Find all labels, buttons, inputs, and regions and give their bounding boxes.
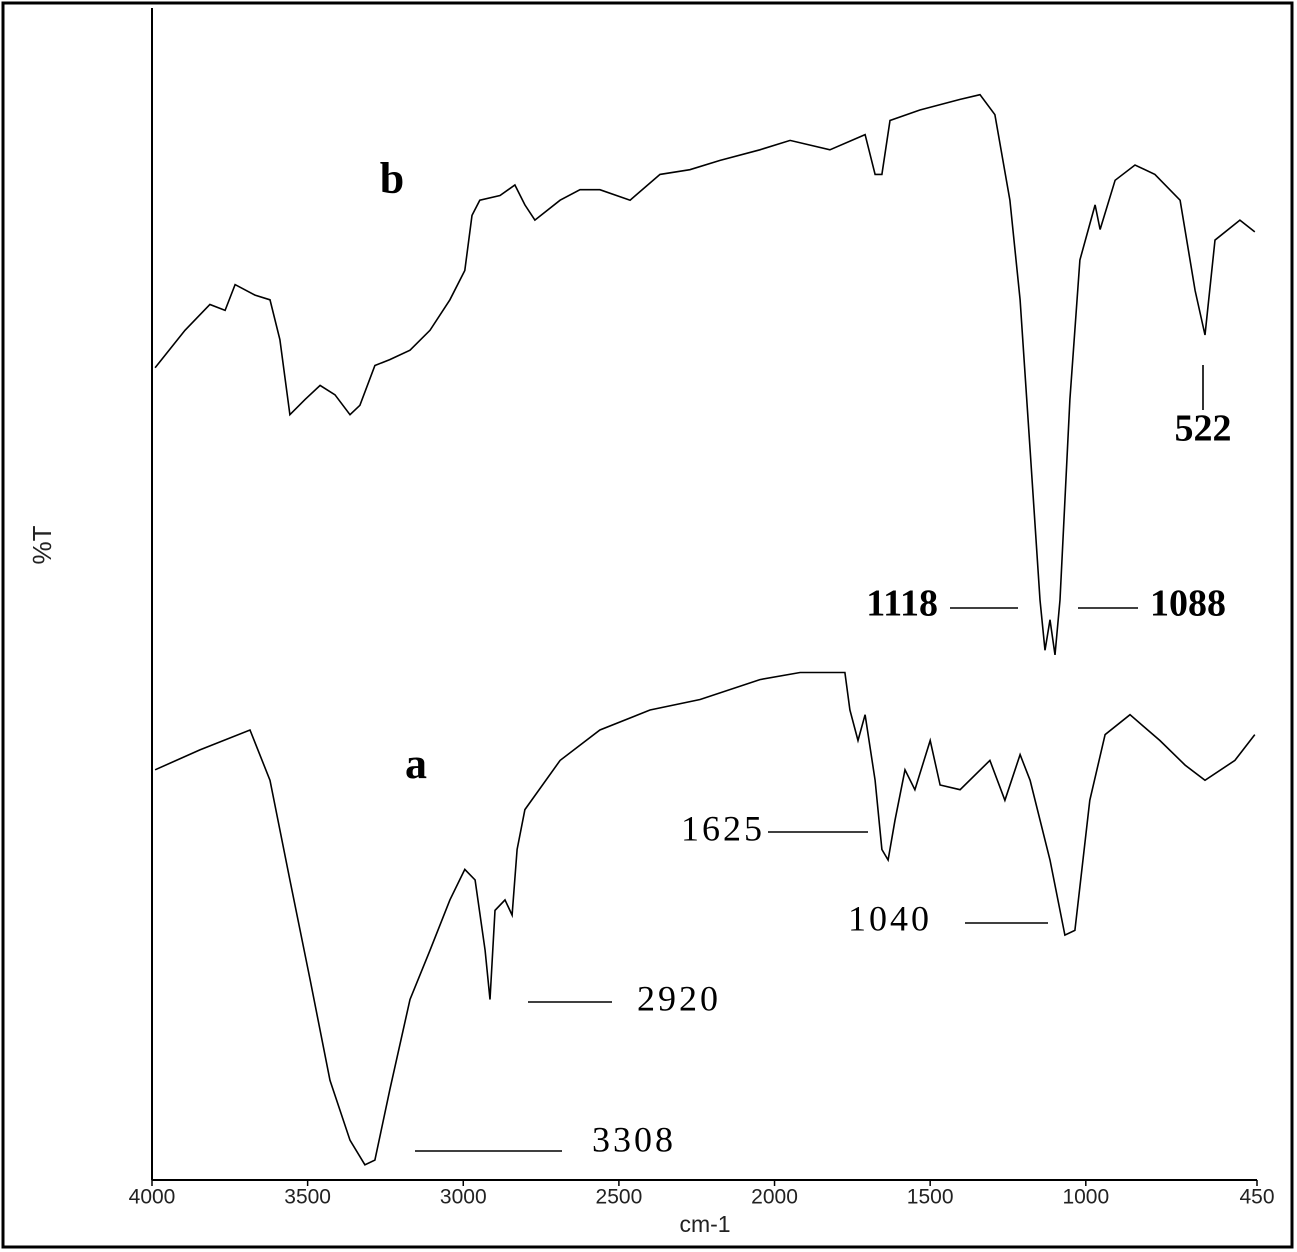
annotation: 1040 [848, 898, 932, 938]
x-axis-label: cm-1 [679, 1211, 730, 1237]
annotation: 2920 [637, 978, 721, 1018]
x-tick-label: 450 [1239, 1186, 1274, 1209]
x-tick-label: 3000 [440, 1186, 487, 1209]
x-tick-label: 2000 [751, 1186, 798, 1209]
series-label: a [405, 739, 427, 788]
series-label: b [380, 154, 404, 203]
x-tick-label: 3500 [284, 1186, 331, 1209]
y-axis-label: %T [27, 525, 57, 564]
annotation: 1088 [1150, 583, 1226, 625]
annotation: 522 [1175, 408, 1232, 450]
annotation: 1118 [866, 583, 938, 625]
spectrum-line [154, 671, 1256, 1166]
x-tick-label: 2500 [596, 1186, 643, 1209]
x-tick-label: 1500 [907, 1186, 954, 1209]
x-tick-label: 4000 [129, 1186, 176, 1209]
x-tick-label: 1000 [1062, 1186, 1109, 1209]
spectrum-line [154, 93, 1256, 656]
annotation: 1625 [681, 808, 765, 848]
annotation: 3308 [592, 1119, 676, 1159]
